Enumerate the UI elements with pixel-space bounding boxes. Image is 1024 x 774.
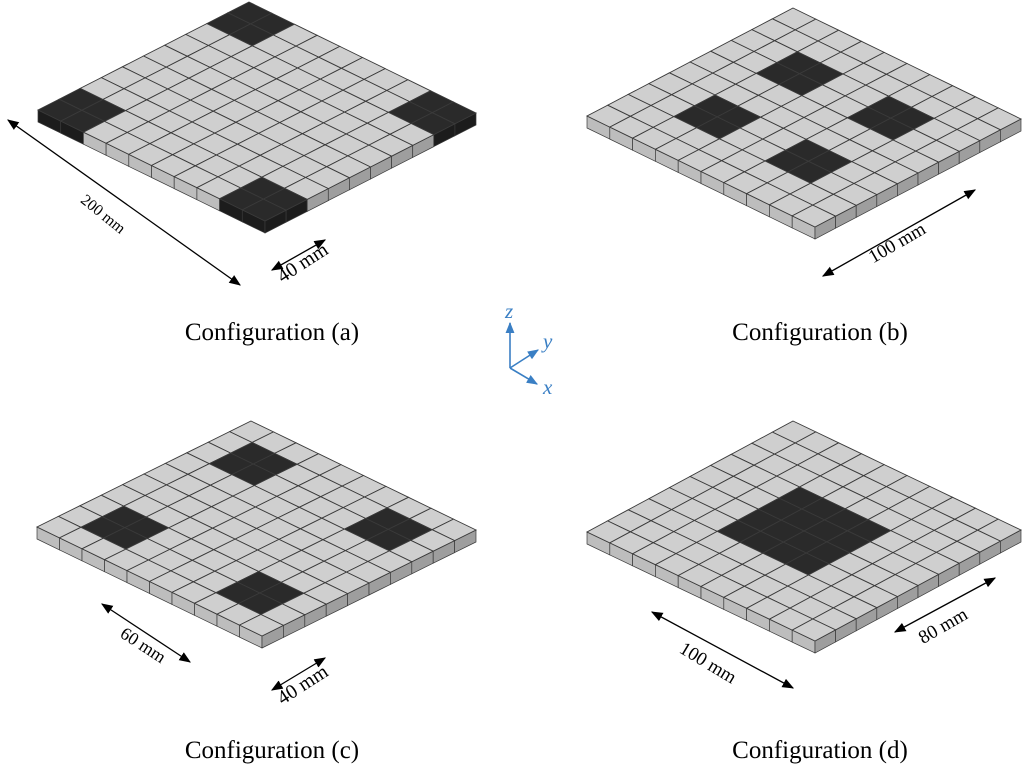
dimension-label: 100 mm bbox=[865, 218, 930, 268]
plate-configuration-c bbox=[35, 420, 478, 649]
caption-configuration-b: Configuration (b) bbox=[732, 319, 908, 346]
caption-configuration-d: Configuration (d) bbox=[732, 737, 908, 764]
dimension-label: 80 mm bbox=[915, 604, 972, 649]
dimension-label: 40 mm bbox=[273, 660, 332, 709]
dimension-line bbox=[893, 577, 997, 633]
plate-tile bbox=[791, 618, 837, 642]
caption-configuration-a: Configuration (a) bbox=[184, 319, 360, 346]
plate-configuration-b bbox=[586, 7, 1022, 240]
plate-tile bbox=[238, 613, 285, 637]
x-axis-arrow bbox=[509, 367, 538, 385]
dimension-label: 40 mm bbox=[273, 238, 332, 287]
dimension-line bbox=[101, 603, 191, 663]
dimension-label: 60 mm bbox=[117, 623, 170, 667]
x-axis-label: x bbox=[542, 375, 553, 399]
dimension-line bbox=[821, 189, 977, 277]
dimension-label: 100 mm bbox=[676, 638, 741, 688]
y-axis-arrow bbox=[509, 349, 539, 369]
caption-configuration-c: Configuration (c) bbox=[184, 737, 360, 764]
dimension-line bbox=[270, 239, 327, 271]
z-axis-label: z bbox=[504, 299, 513, 323]
actuator-patch-tile bbox=[241, 198, 288, 222]
dimension-line bbox=[650, 611, 795, 689]
y-axis-label: y bbox=[541, 329, 553, 353]
dimension-line bbox=[7, 119, 241, 286]
dimension-label: 200 mm bbox=[77, 192, 128, 238]
axis-triad: z y x bbox=[504, 299, 553, 399]
plate-configuration-a bbox=[36, 1, 478, 234]
dimension-line bbox=[270, 657, 327, 691]
